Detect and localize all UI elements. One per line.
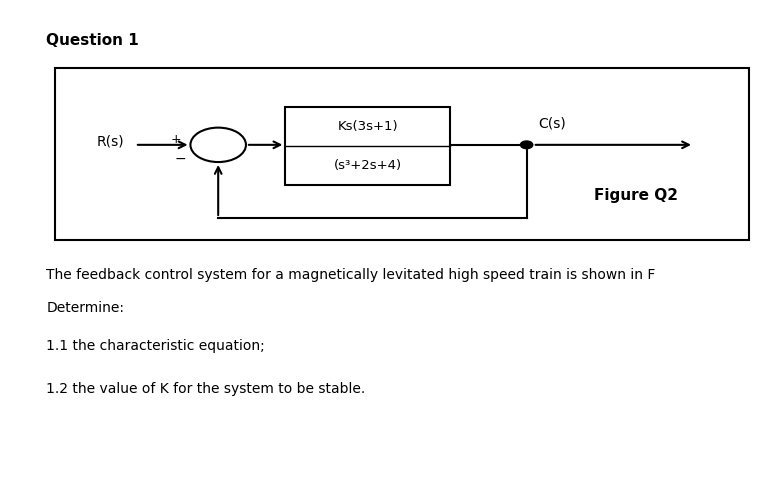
Text: 1.2 the value of K for the system to be stable.: 1.2 the value of K for the system to be …	[46, 382, 365, 396]
Text: C(s): C(s)	[538, 116, 566, 130]
Bar	[55, 68, 749, 240]
Bar	[285, 107, 450, 185]
Text: Question 1: Question 1	[46, 33, 139, 48]
Text: (s³+2s+4): (s³+2s+4)	[334, 159, 402, 172]
Text: Determine:: Determine:	[46, 301, 124, 315]
Text: The feedback control system for a magnetically levitated high speed train is sho: The feedback control system for a magnet…	[46, 268, 655, 282]
Text: Figure Q2: Figure Q2	[594, 187, 678, 203]
Text: +: +	[170, 133, 181, 146]
Text: Ks(3s+1): Ks(3s+1)	[338, 120, 398, 133]
Circle shape	[520, 141, 533, 149]
Text: R(s): R(s)	[96, 134, 124, 148]
Text: 1.1 the characteristic equation;: 1.1 the characteristic equation;	[46, 339, 265, 353]
Text: −: −	[175, 152, 187, 165]
